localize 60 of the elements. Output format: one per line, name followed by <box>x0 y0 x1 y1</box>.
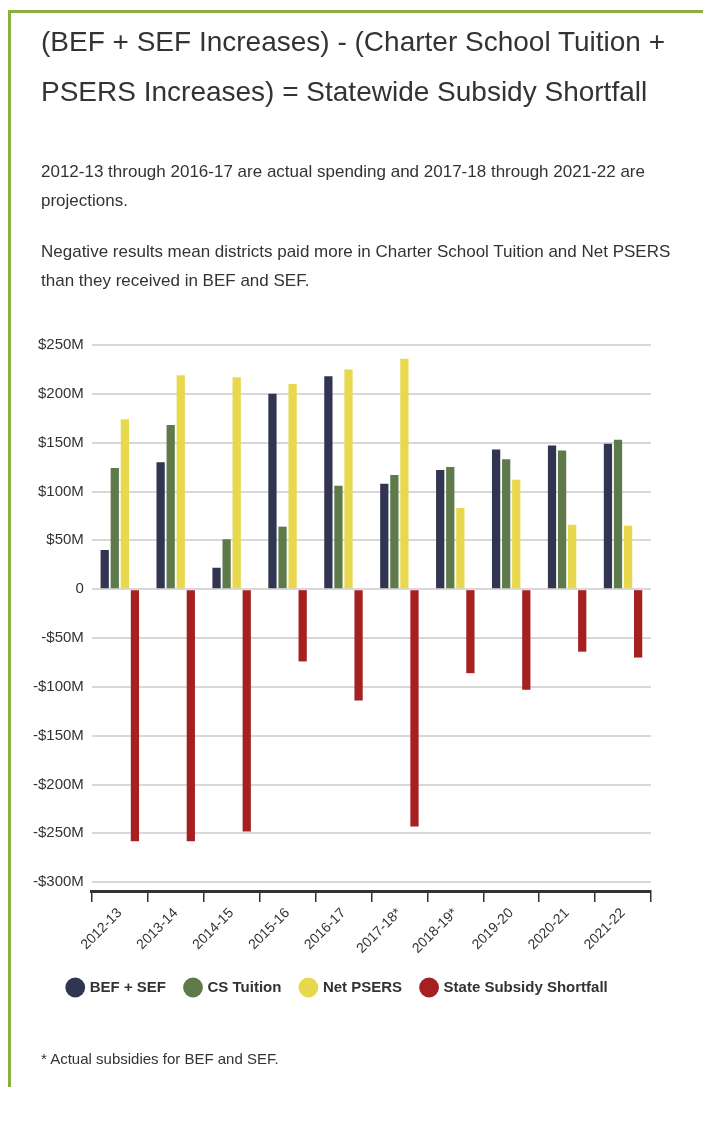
bar <box>222 539 231 589</box>
y-tick-label: -$300M <box>33 872 84 890</box>
bar <box>130 590 140 842</box>
bar <box>380 483 389 589</box>
bar <box>568 524 577 589</box>
text: * Actual subsidies for BEF and SEF. <box>41 1050 280 1069</box>
legend-label: Net PSERS <box>322 977 403 995</box>
y-tick-label: -$250M <box>33 823 84 841</box>
bar <box>410 590 419 827</box>
bar <box>110 468 119 589</box>
bar <box>268 393 277 589</box>
bar <box>446 467 455 589</box>
bar <box>344 369 353 589</box>
bar <box>436 470 445 589</box>
bar <box>603 443 613 589</box>
bar <box>466 590 475 674</box>
legend-label: State Subsidy Shortfall <box>443 977 608 995</box>
bar <box>634 590 643 658</box>
bar <box>176 375 185 589</box>
y-tick-label: -$200M <box>33 774 84 792</box>
bar <box>557 450 567 589</box>
bar <box>354 590 363 701</box>
bar <box>400 358 409 589</box>
bar <box>623 525 633 589</box>
bar <box>390 474 399 589</box>
bar <box>212 567 221 589</box>
y-tick-label: -$50M <box>41 628 84 646</box>
bar <box>578 590 587 652</box>
chart-title: (BEF + SEF Increases) - (Charter School Tuition + PSERS Increases) = Statewide Subsidy Shortfall <box>41 25 666 109</box>
bar <box>547 445 557 589</box>
y-tick-label: -$150M <box>33 725 84 743</box>
bar <box>324 376 333 589</box>
y-tick-label: $150M <box>37 432 84 450</box>
bar <box>491 449 501 589</box>
legend-label: BEF + SEF <box>89 977 167 995</box>
bar <box>613 439 623 589</box>
y-tick-label: $250M <box>37 335 84 353</box>
y-tick-label: $200M <box>37 383 84 401</box>
bar <box>186 590 195 842</box>
y-tick-label: 0 <box>75 579 84 597</box>
y-tick-label: $50M <box>46 530 84 548</box>
y-tick-label: $100M <box>37 481 84 499</box>
bar <box>512 479 521 589</box>
bar <box>242 590 251 832</box>
bar <box>120 419 129 589</box>
text: Negative results mean districts paid more in Charter School Tuition and Net PSERS than they received in BEF and SEF. <box>41 241 672 292</box>
bar <box>232 377 241 589</box>
bar <box>502 459 511 589</box>
legend-label: CS Tuition <box>207 977 282 995</box>
bar <box>298 590 307 662</box>
bar <box>522 590 531 690</box>
bar <box>456 508 465 589</box>
bar <box>278 526 287 589</box>
chart-subtitle: 2012-13 through 2016-17 are actual spending and 2017-18 through 2021-22 are projections. <box>41 161 646 212</box>
bar <box>288 384 297 589</box>
y-tick-label: -$100M <box>33 676 84 694</box>
bar <box>100 550 109 589</box>
bar <box>334 485 343 589</box>
bar <box>156 462 165 589</box>
bar <box>166 425 175 589</box>
